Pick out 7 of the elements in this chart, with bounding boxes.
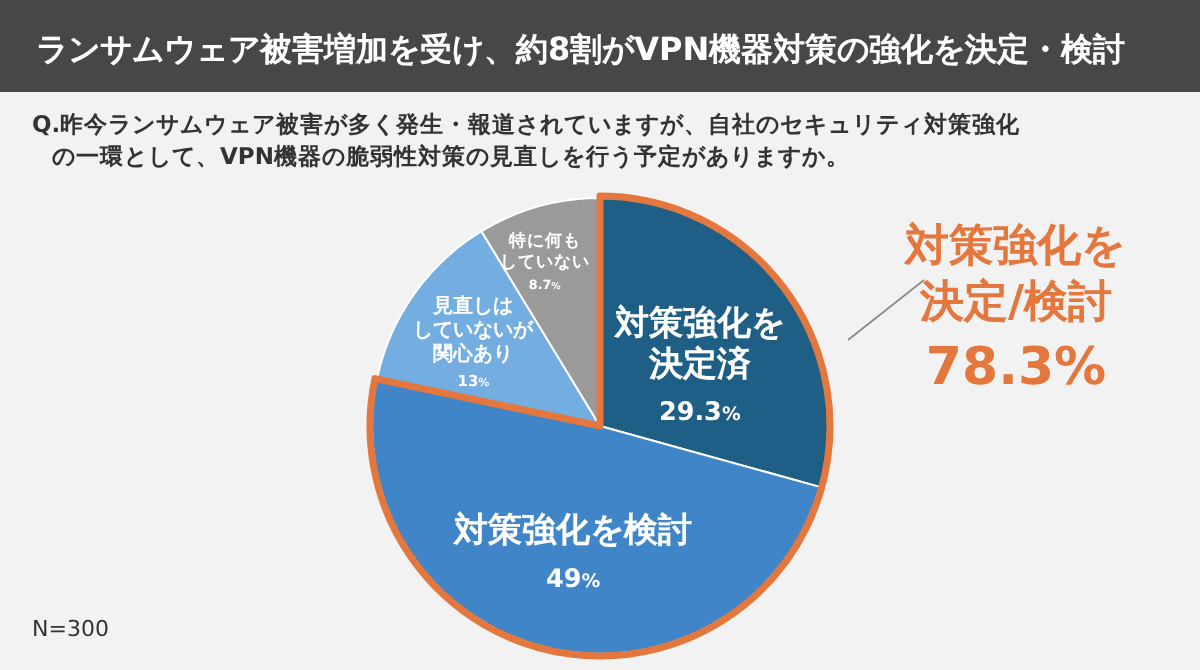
annotation: 対策強化を (905, 222, 1127, 272)
subtitle: の一環として、VPN機器の脆弱性対策の見直しを行う予定がありますか。 (52, 142, 850, 170)
annotation: N=300 (32, 616, 109, 642)
annotation: 決定/検討 (919, 278, 1113, 328)
title: ランサムウェア被害増加を受け、約8割がVPN機器対策の強化を決定・検討 (36, 30, 1126, 68)
subtitle: Q.昨今ランサムウェア被害が多く発生・報道されていますが、自社のセキュリティ対策強化 (32, 110, 1021, 138)
annotation: 78.3% (925, 338, 1107, 398)
